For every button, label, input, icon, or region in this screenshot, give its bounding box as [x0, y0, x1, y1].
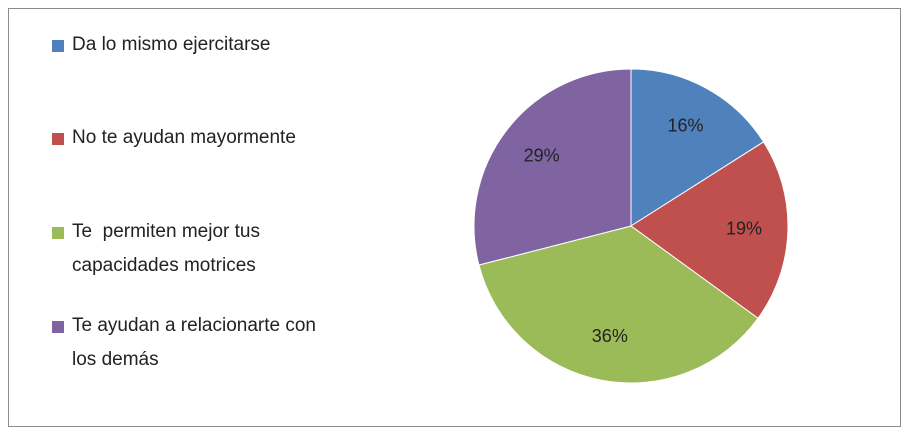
pie-slice — [630, 68, 765, 227]
legend-label: No te ayudan mayormente — [72, 127, 296, 148]
legend-label: Te permiten mejor tus capacidades motric… — [72, 221, 266, 276]
data-label: 29% — [524, 145, 560, 165]
data-label: 36% — [592, 326, 628, 346]
legend-swatch — [52, 133, 64, 145]
chart-frame — [8, 8, 901, 427]
data-label: 16% — [667, 116, 703, 136]
legend-swatch — [52, 227, 64, 239]
legend-swatch — [52, 321, 64, 333]
pie-slice — [630, 141, 789, 319]
legend-label: Da lo mismo ejercitarse — [72, 34, 271, 55]
data-label: 19% — [726, 218, 762, 238]
pie-slice — [478, 225, 759, 384]
legend-label: Te ayudan a relacionarte con los demás — [72, 315, 322, 370]
pie-slice — [473, 68, 632, 266]
legend-swatch — [52, 40, 64, 52]
